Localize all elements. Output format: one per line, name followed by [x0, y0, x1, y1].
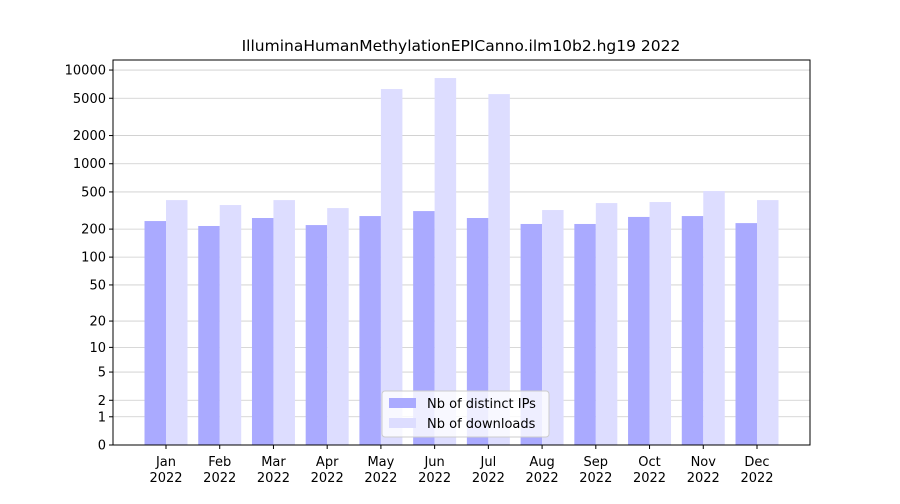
bar: [144, 221, 166, 445]
bar: [219, 205, 242, 445]
x-tick-label: Feb 2022: [203, 455, 236, 486]
y-tick-label: 50: [89, 278, 106, 293]
x-tick-label-line: Dec: [744, 455, 769, 470]
legend-label: Nb of distinct IPs: [427, 397, 536, 412]
y-tick-label: 10: [89, 341, 106, 356]
x-tick-label-line: 2022: [740, 471, 773, 486]
x-tick-label-line: 2022: [257, 471, 290, 486]
y-tick-label: 10000: [65, 64, 106, 79]
y-tick-label: 0: [98, 439, 106, 454]
y-tick-label: 5000: [73, 92, 106, 107]
x-tick-label: Jun 2022: [418, 455, 451, 486]
x-tick-label: Mar 2022: [257, 455, 290, 486]
x-tick-label-line: 2022: [526, 471, 559, 486]
y-tick-label: 1: [98, 410, 106, 425]
bar: [166, 200, 188, 445]
x-tick-label: Jul 2022: [472, 455, 505, 486]
x-tick-label-line: Aug: [529, 455, 554, 470]
x-tick-label-line: Jun: [423, 455, 444, 470]
x-tick-label-line: Oct: [638, 455, 660, 470]
y-tick-label: 20: [89, 315, 106, 330]
x-tick-label-line: May: [367, 455, 394, 470]
bar: [735, 223, 757, 445]
bar: [380, 89, 403, 445]
x-tick-label-line: 2022: [311, 471, 344, 486]
x-tick-label: Jan 2022: [149, 455, 182, 486]
x-tick-label-line: 2022: [687, 471, 720, 486]
x-tick-label: Apr 2022: [311, 455, 344, 486]
bar: [466, 218, 489, 445]
x-tick-label: Oct 2022: [633, 455, 666, 486]
bar: [359, 216, 381, 445]
bar: [649, 202, 672, 445]
x-tick-label-line: Feb: [208, 455, 231, 470]
bar: [595, 203, 618, 445]
x-tick-label-line: 2022: [149, 471, 182, 486]
bar: [273, 200, 295, 445]
bar: [628, 216, 650, 445]
x-tick-label: Nov 2022: [687, 455, 720, 486]
x-tick-label: Aug 2022: [526, 455, 559, 486]
x-tick-label-line: Sep: [584, 455, 609, 470]
bar: [520, 223, 543, 445]
x-tick-label-line: Apr: [316, 455, 339, 470]
y-tick-label: 2: [98, 394, 106, 409]
x-tick-label: May 2022: [364, 455, 397, 486]
x-tick-label-line: 2022: [633, 471, 666, 486]
bar: [488, 94, 510, 445]
bar: [413, 211, 435, 445]
bar: [681, 216, 704, 445]
bar: [757, 200, 779, 445]
x-tick-label-line: 2022: [203, 471, 236, 486]
y-tick-label: 1000: [73, 157, 106, 172]
legend-label: Nb of downloads: [427, 417, 536, 432]
bar: [574, 223, 596, 445]
x-tick-label-line: 2022: [418, 471, 451, 486]
bar: [703, 191, 725, 445]
y-tick-label: 500: [81, 185, 106, 200]
bar: [198, 225, 220, 445]
y-tick-label: 5: [98, 366, 106, 381]
chart-title: IlluminaHumanMethylationEPICanno.ilm10b2…: [242, 37, 681, 55]
x-tick-label-line: Mar: [261, 455, 286, 470]
bar: [305, 225, 328, 445]
x-tick-label: Dec 2022: [740, 455, 773, 486]
y-tick-label: 100: [81, 251, 106, 266]
plot-frame: [112, 59, 811, 446]
bar: [434, 78, 457, 445]
y-tick-label: 200: [81, 223, 106, 238]
x-tick-label-line: Jul: [480, 455, 497, 470]
x-tick-label-line: Jan: [155, 455, 176, 470]
x-tick-label-line: 2022: [472, 471, 505, 486]
bar: [251, 218, 274, 445]
bar: [327, 208, 349, 445]
legend-box: [381, 390, 550, 438]
x-tick-label: Sep 2022: [579, 455, 612, 486]
x-tick-label-line: 2022: [579, 471, 612, 486]
x-tick-label-line: Nov: [691, 455, 717, 470]
y-tick-label: 2000: [73, 129, 106, 144]
legend-swatch: [389, 398, 416, 408]
bar: [542, 210, 564, 445]
x-tick-label-line: 2022: [364, 471, 397, 486]
legend-swatch: [389, 418, 416, 428]
